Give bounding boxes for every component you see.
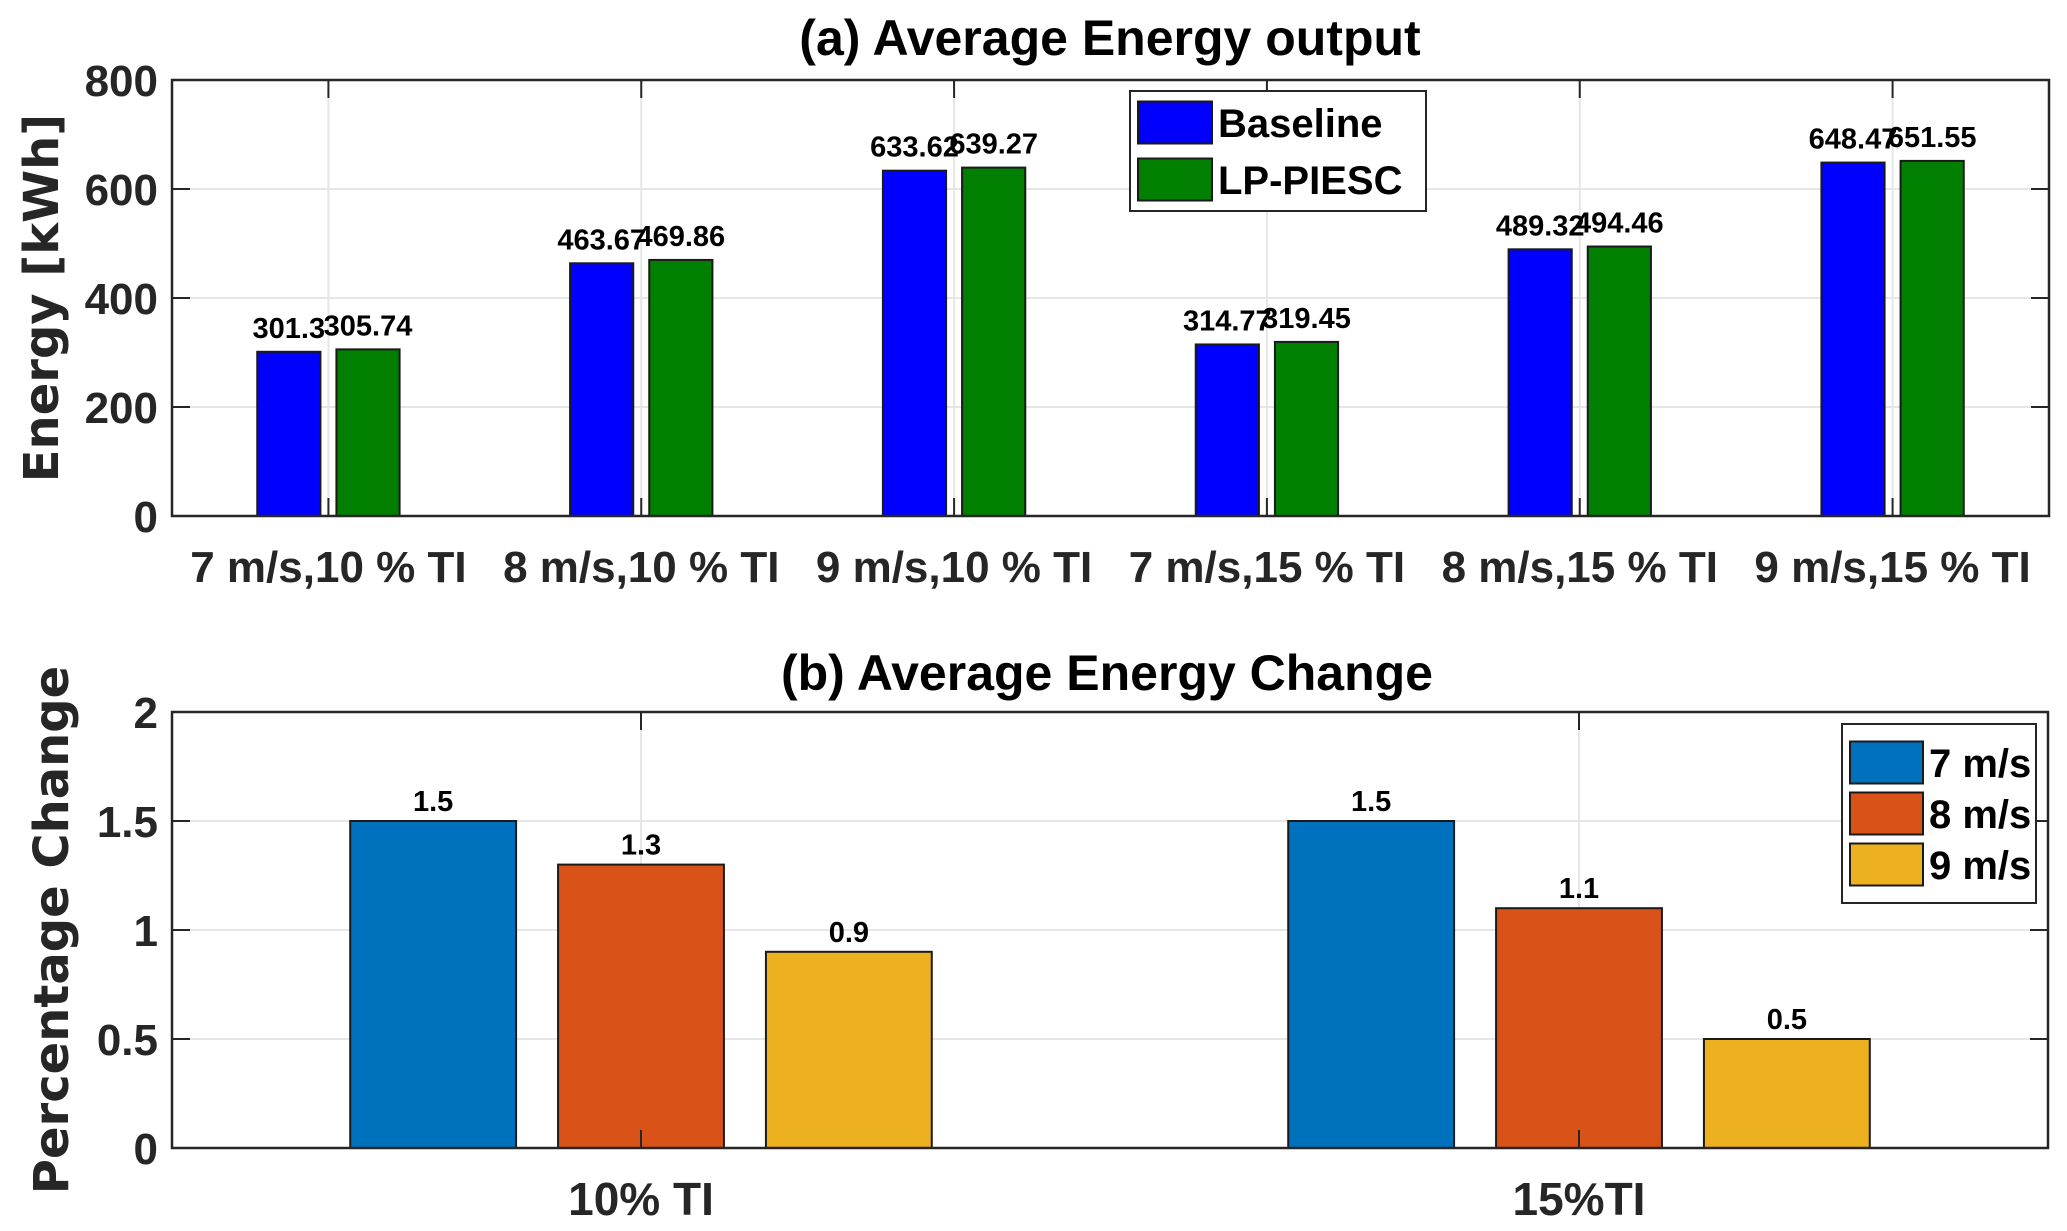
y-tick-label: 400 [85, 275, 158, 324]
bar-7-m-s [349, 820, 518, 1149]
y-tick-label: 2 [134, 689, 158, 738]
bar-8-m-s [557, 863, 725, 1149]
x-tick-label: 8 m/s,10 % TI [503, 543, 779, 592]
x-tick-label: 10% TI [568, 1173, 714, 1225]
data-label: 314.77 [1183, 305, 1272, 337]
y-axis-label: Energy [kWh] [14, 114, 70, 482]
data-label: 0.5 [1767, 1004, 1807, 1036]
x-tick-label: 7 m/s,15 % TI [1129, 543, 1405, 592]
bar-7-m-s [1287, 820, 1456, 1149]
data-label: 651.55 [1888, 122, 1977, 154]
axes: 0 0.5 1 1.5 2 10% TI 15%TI [97, 689, 2050, 1225]
legend-label: 8 m/s [1929, 793, 2031, 837]
chart-title: (a) Average Energy output [799, 10, 1421, 66]
bar-8-m-s [1495, 907, 1663, 1150]
panel-a-energy-output: 301.3 463.67 633.62 314.77 489.32 648.47 305.7… [14, 10, 2051, 592]
y-tick-label: 0 [134, 493, 158, 542]
x-tick-label: 9 m/s,10 % TI [816, 543, 1092, 592]
bar-baseline [1194, 343, 1260, 517]
data-label: 1.5 [413, 786, 453, 818]
bar-9-m-s [764, 950, 933, 1149]
data-label: 648.47 [1809, 124, 1898, 156]
chart-title: (b) Average Energy Change [781, 645, 1433, 701]
bar-baseline [256, 350, 322, 517]
y-tick-label: 1.5 [97, 798, 158, 847]
y-axis-label: Percentage Change [24, 666, 80, 1194]
data-label: 469.86 [636, 221, 725, 253]
data-label: 305.74 [324, 310, 413, 342]
y-tick-label: 200 [85, 384, 158, 433]
bar-9-m-s [1702, 1038, 1871, 1149]
y-tick-label: 800 [85, 57, 158, 106]
y-tick-label: 0 [134, 1125, 158, 1174]
data-label: 1.1 [1559, 873, 1599, 905]
data-label: 489.32 [1496, 210, 1585, 242]
bar-lp-piesc [1586, 245, 1652, 518]
data-label: 1.5 [1351, 786, 1391, 818]
x-tick-label: 8 m/s,15 % TI [1442, 543, 1718, 592]
bar-baseline [569, 262, 635, 517]
y-tick-label: 1 [134, 907, 158, 956]
axes: 0 200 400 600 800 7 m/s,10 % TI 8 m/s,10 % TI 9… [85, 57, 2051, 592]
x-tick-label: 15%TI [1513, 1173, 1646, 1225]
bar-lp-piesc [1899, 159, 1965, 517]
x-tick-label: 9 m/s,15 % TI [1754, 543, 2030, 592]
data-label: 301.3 [253, 313, 326, 345]
bar-lp-piesc [961, 166, 1027, 518]
data-label: 463.67 [557, 224, 646, 256]
legend-swatch [1137, 157, 1213, 202]
y-tick-label: 600 [85, 166, 158, 215]
legend-swatch [1849, 740, 1924, 785]
data-label: 319.45 [1262, 303, 1351, 335]
legend-label: 7 m/s [1929, 742, 2031, 786]
legend-swatch [1849, 791, 1924, 836]
x-tick-label: 7 m/s,10 % TI [190, 543, 466, 592]
grid [172, 80, 2049, 516]
data-label: 1.3 [621, 830, 661, 862]
legend-label: LP-PIESC [1218, 159, 1402, 203]
bars: 1.5 1.5 1.3 1.1 0.9 0.5 [349, 786, 1871, 1150]
data-label: 633.62 [870, 132, 959, 164]
bars: 301.3 463.67 633.62 314.77 489.32 648.47 305.7… [253, 122, 1977, 518]
legend-label: Baseline [1218, 102, 1383, 146]
bar-lp-piesc [1273, 340, 1340, 517]
panel-b-energy-change: 1.5 1.5 1.3 1.1 0.9 0.5 0 0.5 1 1.5 2 10% TI 15%TI Pe… [24, 645, 2050, 1225]
data-label: 494.46 [1575, 208, 1664, 240]
bar-baseline [881, 169, 948, 517]
legend: 7 m/s 8 m/s 9 m/s [1841, 723, 2037, 904]
bar-baseline [1820, 161, 1886, 517]
bar-lp-piesc [335, 348, 401, 517]
bar-lp-piesc [648, 258, 714, 517]
legend-swatch [1137, 100, 1213, 145]
bar-baseline [1507, 248, 1573, 518]
data-label: 639.27 [949, 129, 1038, 161]
legend: Baseline LP-PIESC [1129, 90, 1427, 212]
legend-label: 9 m/s [1929, 844, 2031, 888]
data-label: 0.9 [829, 917, 869, 949]
legend-swatch [1849, 842, 1924, 887]
y-tick-label: 0.5 [97, 1016, 158, 1065]
